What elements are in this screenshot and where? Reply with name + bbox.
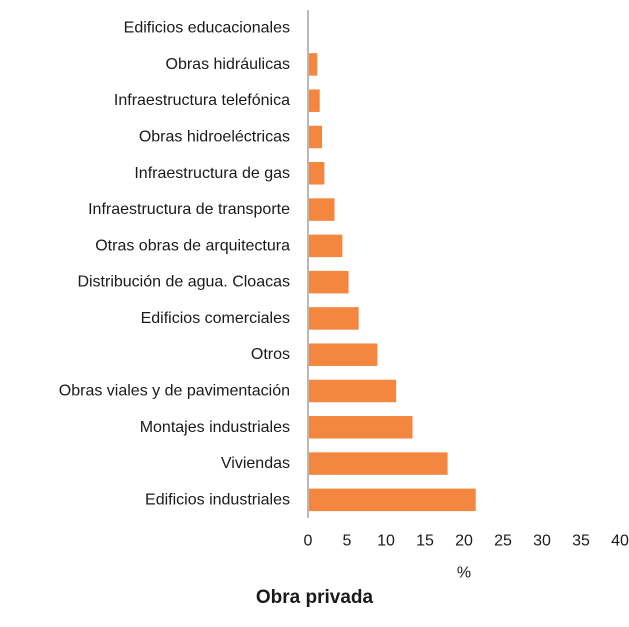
category-label: Infraestructura de transporte <box>88 201 290 218</box>
x-tick-label: 0 <box>304 533 313 550</box>
bar-chart: Edificios educacionales Obras hidráulicas… <box>59 10 629 581</box>
x-tick-label: 40 <box>611 533 629 550</box>
x-tick-label: 5 <box>343 533 352 550</box>
x-tick-label: 15 <box>416 533 434 550</box>
bar <box>309 53 318 76</box>
x-tick-label: 35 <box>572 533 590 550</box>
category-label: Edificios educacionales <box>124 20 290 37</box>
bar <box>309 198 335 221</box>
bar <box>309 162 325 185</box>
category-label: Obras viales y de pavimentación <box>59 383 290 400</box>
bar <box>309 416 413 439</box>
category-label: Otros <box>251 346 290 363</box>
category-label: Infraestructura de gas <box>134 165 290 182</box>
bar <box>309 307 359 330</box>
x-tick-label: 10 <box>377 533 395 550</box>
bar <box>309 488 476 512</box>
category-label: Obras hidráulicas <box>166 56 291 73</box>
bar <box>309 343 378 366</box>
category-labels: Edificios educacionales Obras hidráulicas… <box>59 20 290 509</box>
category-label: Viviendas <box>221 455 290 472</box>
category-label: Edificios industriales <box>145 491 290 508</box>
bar <box>309 379 397 403</box>
category-label: Distribución de agua. Cloacas <box>77 274 290 291</box>
bar <box>309 270 349 294</box>
category-label: Otras obras de arquitectura <box>95 237 290 254</box>
chart-title: Obra privada <box>255 587 374 608</box>
bar <box>309 89 320 112</box>
category-label: Infraestructura telefónica <box>114 92 290 109</box>
category-label: Edificios comerciales <box>141 310 290 327</box>
bar <box>309 234 343 258</box>
x-tick-label: 20 <box>455 533 473 550</box>
bar <box>309 125 323 149</box>
bar <box>309 452 448 475</box>
x-tick-label: 25 <box>494 533 512 550</box>
x-axis-title: % <box>457 565 471 581</box>
category-label: Montajes industriales <box>140 419 290 436</box>
category-label: Obras hidroeléctricas <box>139 129 290 146</box>
x-axis-ticks: 0 5 10 15 20 25 30 35 40 <box>304 533 629 550</box>
bars <box>309 53 476 512</box>
x-tick-label: 30 <box>533 533 551 550</box>
